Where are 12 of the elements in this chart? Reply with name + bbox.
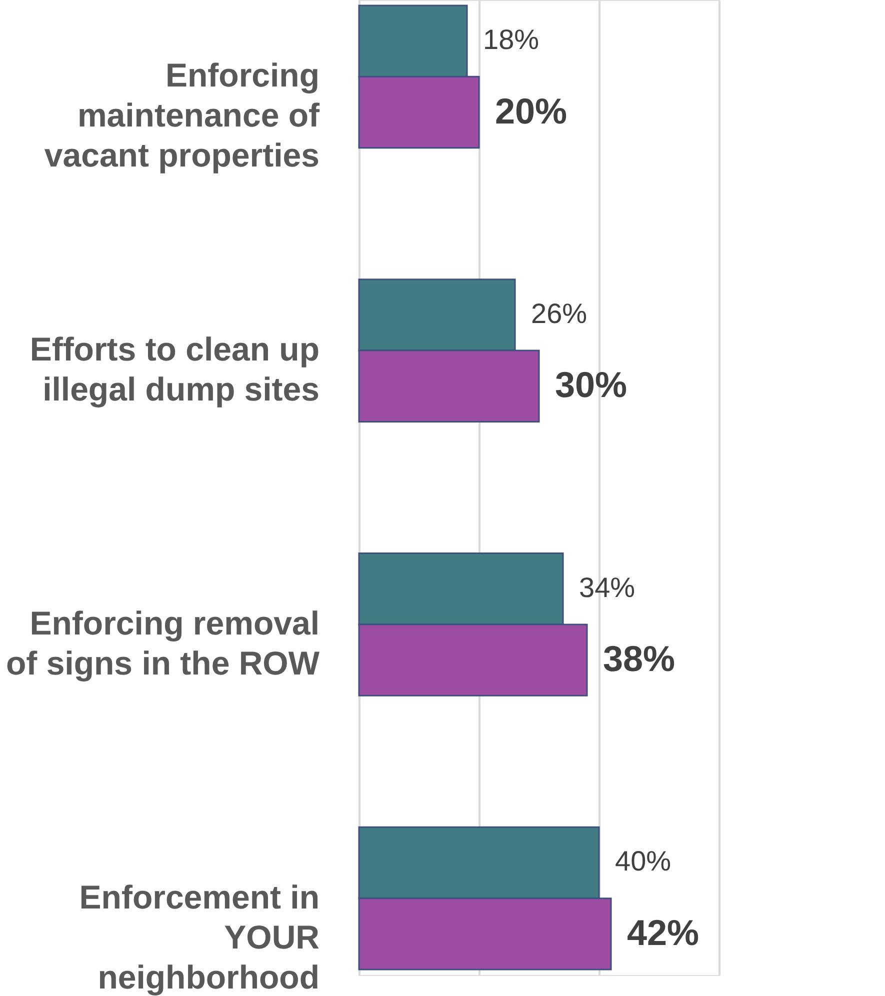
data-label: 34% <box>579 572 636 603</box>
data-label: 38% <box>603 638 676 680</box>
y-tick-label: Enforcing removal of signs in the ROW <box>6 604 320 682</box>
data-label: 18% <box>483 24 540 56</box>
data-label: 30% <box>555 364 628 406</box>
y-tick-label: Enforcement in YOUR neighborhood <box>79 878 320 996</box>
data-label: 42% <box>627 912 700 953</box>
data-label: 20% <box>495 90 568 132</box>
y-tick-label: Efforts to clean up illegal dump sites <box>30 330 320 408</box>
data-label: 26% <box>531 298 588 329</box>
y-tick-label: Enforcing maintenance of vacant properties <box>44 56 320 174</box>
data-label: 40% <box>615 846 672 877</box>
